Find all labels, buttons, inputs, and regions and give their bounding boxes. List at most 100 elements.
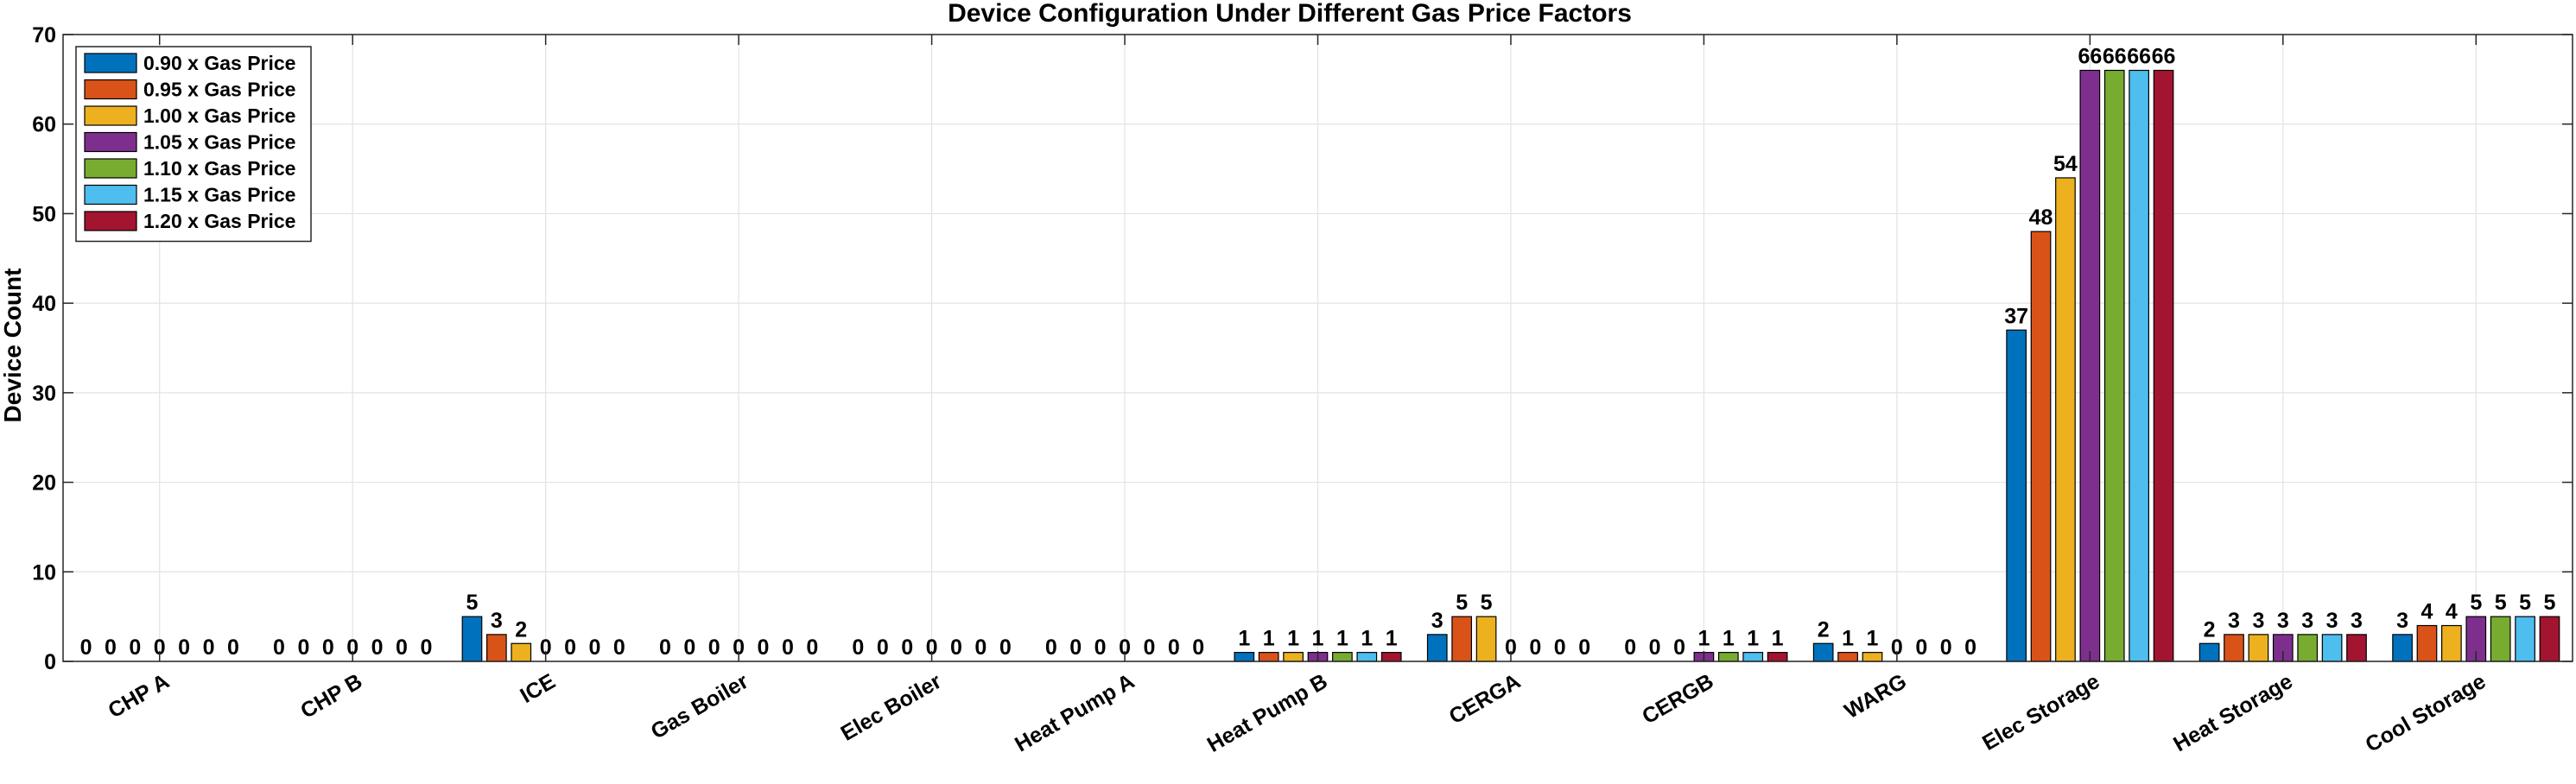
data-label: 0 xyxy=(1649,635,1661,660)
data-label: 3 xyxy=(491,609,503,633)
data-label: 0 xyxy=(683,635,695,660)
data-label: 0 xyxy=(420,635,432,660)
legend-swatch xyxy=(84,131,137,153)
bar xyxy=(1451,616,1473,662)
data-label: 3 xyxy=(1431,609,1443,633)
data-label: 0 xyxy=(178,635,190,660)
x-tick-label: Gas Boiler xyxy=(647,669,753,744)
data-label: 5 xyxy=(2544,591,2556,615)
data-label: 0 xyxy=(1554,635,1566,660)
bar xyxy=(2392,634,2413,662)
data-label: 0 xyxy=(540,635,552,660)
data-label: 0 xyxy=(1891,635,1903,660)
data-label: 0 xyxy=(1094,635,1107,660)
legend-label: 1.15 x Gas Price xyxy=(143,184,295,206)
data-label: 0 xyxy=(564,635,576,660)
bar xyxy=(2297,634,2319,662)
data-label: 3 xyxy=(2326,609,2338,633)
legend-swatch xyxy=(84,211,137,231)
data-label: 54 xyxy=(2053,152,2078,176)
bar xyxy=(2515,616,2535,662)
bar xyxy=(1380,652,1402,662)
bar xyxy=(1767,652,1788,662)
data-label: 1 xyxy=(1772,627,1784,651)
data-label: 0 xyxy=(782,635,794,660)
bar xyxy=(2321,634,2343,662)
data-label: 3 xyxy=(2351,609,2363,633)
data-label: 1 xyxy=(1263,627,1275,651)
data-label: 0 xyxy=(371,635,384,660)
data-label: 0 xyxy=(1168,635,1180,660)
data-label: 0 xyxy=(129,635,141,660)
data-label: 0 xyxy=(227,635,239,660)
data-label: 37 xyxy=(2004,304,2028,328)
bar xyxy=(2129,69,2149,662)
data-label: 0 xyxy=(733,635,745,660)
bar xyxy=(2006,329,2027,662)
data-label: 5 xyxy=(1481,591,1493,615)
data-label: 5 xyxy=(2519,591,2531,615)
data-label: 1 xyxy=(1867,627,1879,651)
data-label: 4 xyxy=(2421,600,2433,624)
data-label: 5 xyxy=(2470,591,2482,615)
x-tick-label: Elec Boiler xyxy=(837,669,946,746)
data-label: 0 xyxy=(1505,635,1517,660)
data-label: 0 xyxy=(1529,635,1541,660)
x-tick-label: Heat Pump A xyxy=(1011,669,1139,757)
data-label: 2 xyxy=(515,617,527,642)
data-label: 3 xyxy=(2252,609,2264,633)
legend-swatch xyxy=(84,105,137,126)
bar xyxy=(1717,652,1739,662)
x-tick-label: Heat Storage xyxy=(2169,669,2297,756)
data-label: 0 xyxy=(974,635,987,660)
bar xyxy=(1426,634,1448,662)
data-label: 3 xyxy=(2301,609,2313,633)
bar xyxy=(1742,652,1764,662)
bar xyxy=(2079,69,2101,662)
bar xyxy=(1258,652,1279,662)
y-tick-label: 10 xyxy=(32,560,56,585)
y-tick-label: 50 xyxy=(32,202,56,226)
gridlines xyxy=(63,34,2573,662)
data-label: 0 xyxy=(926,635,938,660)
data-label: 1 xyxy=(1386,627,1398,651)
x-tick-label: WARG xyxy=(1841,669,1911,724)
bar xyxy=(2248,634,2269,662)
bar xyxy=(2103,69,2125,662)
bar xyxy=(1837,652,1858,662)
data-label: 0 xyxy=(1069,635,1082,660)
data-label: 0 xyxy=(852,635,864,660)
data-label: 0 xyxy=(322,635,334,660)
data-label: 1 xyxy=(1842,627,1854,651)
data-label: 0 xyxy=(901,635,913,660)
data-label: 0 xyxy=(154,635,166,660)
data-label: 0 xyxy=(1578,635,1590,660)
bar xyxy=(2346,634,2367,662)
legend-label: 1.20 x Gas Price xyxy=(143,210,295,232)
bar xyxy=(511,642,532,662)
data-label: 0 xyxy=(1964,635,1976,660)
data-label: 0 xyxy=(396,635,408,660)
legend-label: 1.05 x Gas Price xyxy=(143,131,295,154)
data-label: 0 xyxy=(758,635,770,660)
x-tick-label: CHP A xyxy=(105,669,174,723)
legend-swatch xyxy=(84,79,137,100)
bar xyxy=(1356,652,1378,662)
bar xyxy=(2224,634,2244,662)
data-label: 0 xyxy=(659,635,671,660)
data-label: 4 xyxy=(2446,600,2458,624)
data-label: 48 xyxy=(2029,205,2053,230)
data-label: 0 xyxy=(806,635,818,660)
bar xyxy=(2416,624,2438,662)
x-tick-label: ICE xyxy=(517,669,560,708)
data-label: 5 xyxy=(2495,591,2507,615)
bar xyxy=(1475,616,1497,662)
y-tick-label: 30 xyxy=(32,382,56,406)
x-tick-label: Heat Pump B xyxy=(1203,669,1332,757)
data-label: 0 xyxy=(708,635,720,660)
bar xyxy=(2055,177,2076,662)
data-label: 1 xyxy=(1238,627,1250,651)
chart-title: Device Configuration Under Different Gas… xyxy=(948,0,1632,28)
